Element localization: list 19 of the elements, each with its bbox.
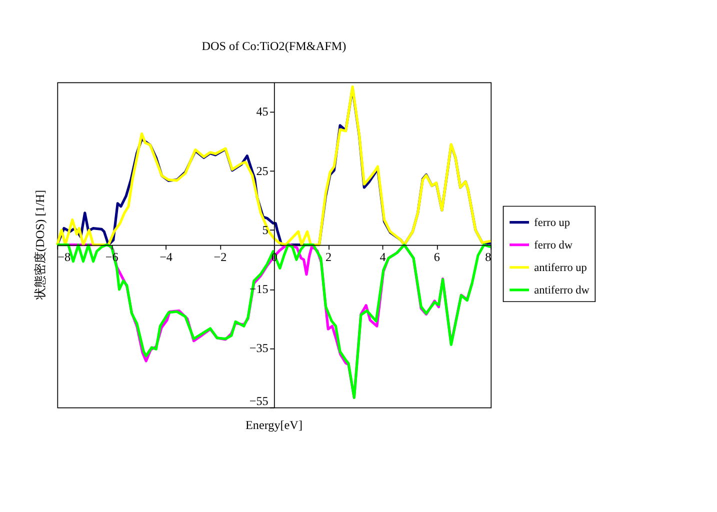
chart-title: DOS of Co:TiO2(FM&AFM) xyxy=(202,39,346,54)
y-axis-title: 状態密度(DOS) [1/H] xyxy=(33,190,48,301)
x-tick-label: 0 xyxy=(271,250,278,264)
x-tick-label: −2 xyxy=(214,250,227,264)
x-axis-title: Energy[eV] xyxy=(245,418,302,432)
y-tick-label: −55 xyxy=(249,394,268,408)
legend-label: ferro up xyxy=(534,216,570,229)
y-tick-label: 25 xyxy=(256,164,268,178)
x-tick-label: −8 xyxy=(58,250,71,264)
y-tick-label: 5 xyxy=(262,222,268,237)
x-tick-label: 4 xyxy=(380,250,386,264)
legend-label: antiferro dw xyxy=(534,284,590,296)
x-tick-label: −4 xyxy=(160,250,172,264)
legend-label: ferro dw xyxy=(534,239,574,252)
y-tick-label: −35 xyxy=(249,341,268,356)
x-tick-label: 2 xyxy=(326,250,332,264)
x-tick-label: 6 xyxy=(434,250,440,264)
y-tick-label: 45 xyxy=(256,104,268,119)
legend-label: antiferro up xyxy=(534,262,588,274)
